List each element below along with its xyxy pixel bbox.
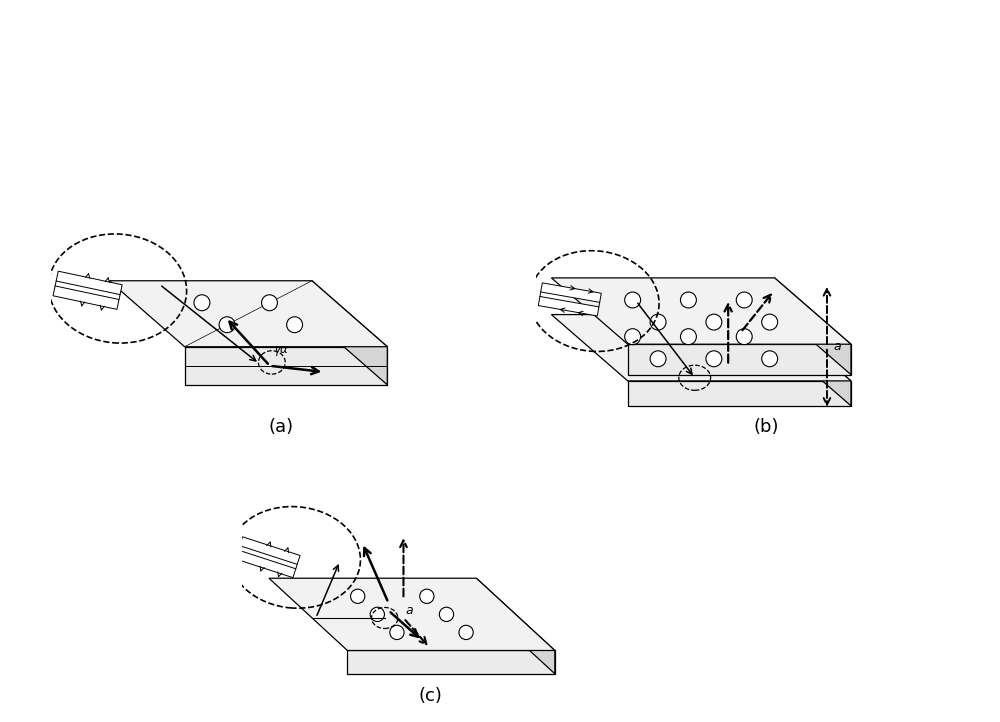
Polygon shape <box>235 550 296 578</box>
Polygon shape <box>538 297 599 316</box>
Circle shape <box>762 314 778 330</box>
Text: (a): (a) <box>268 418 294 435</box>
Circle shape <box>762 351 778 367</box>
Text: $\gamma\alpha$: $\gamma\alpha$ <box>273 344 290 358</box>
Circle shape <box>706 351 722 367</box>
Text: $a$: $a$ <box>833 340 842 353</box>
Text: $a$: $a$ <box>405 604 414 617</box>
Polygon shape <box>775 315 851 406</box>
Polygon shape <box>628 344 851 375</box>
Circle shape <box>736 292 752 308</box>
Polygon shape <box>551 278 851 344</box>
Polygon shape <box>628 381 851 406</box>
Circle shape <box>439 607 454 622</box>
Polygon shape <box>347 651 555 674</box>
Polygon shape <box>185 347 387 385</box>
Circle shape <box>459 625 473 640</box>
Circle shape <box>420 589 434 604</box>
Polygon shape <box>240 536 300 565</box>
Circle shape <box>287 317 303 333</box>
Circle shape <box>706 314 722 330</box>
Circle shape <box>390 625 404 640</box>
Circle shape <box>680 292 696 308</box>
Circle shape <box>625 329 641 344</box>
Polygon shape <box>312 281 387 385</box>
Polygon shape <box>541 283 601 303</box>
Circle shape <box>736 329 752 344</box>
Polygon shape <box>476 578 555 674</box>
Circle shape <box>680 329 696 344</box>
Circle shape <box>650 314 666 330</box>
Circle shape <box>194 295 210 310</box>
Polygon shape <box>109 281 387 347</box>
Circle shape <box>219 317 235 333</box>
Text: (b): (b) <box>753 418 779 435</box>
Circle shape <box>262 295 277 310</box>
Circle shape <box>625 292 641 308</box>
Circle shape <box>351 589 365 604</box>
Text: (c): (c) <box>418 687 442 705</box>
Polygon shape <box>56 271 122 295</box>
Polygon shape <box>775 278 851 375</box>
Circle shape <box>650 351 666 367</box>
Polygon shape <box>269 578 555 651</box>
Circle shape <box>370 607 384 622</box>
Polygon shape <box>551 315 851 381</box>
Polygon shape <box>53 286 119 309</box>
